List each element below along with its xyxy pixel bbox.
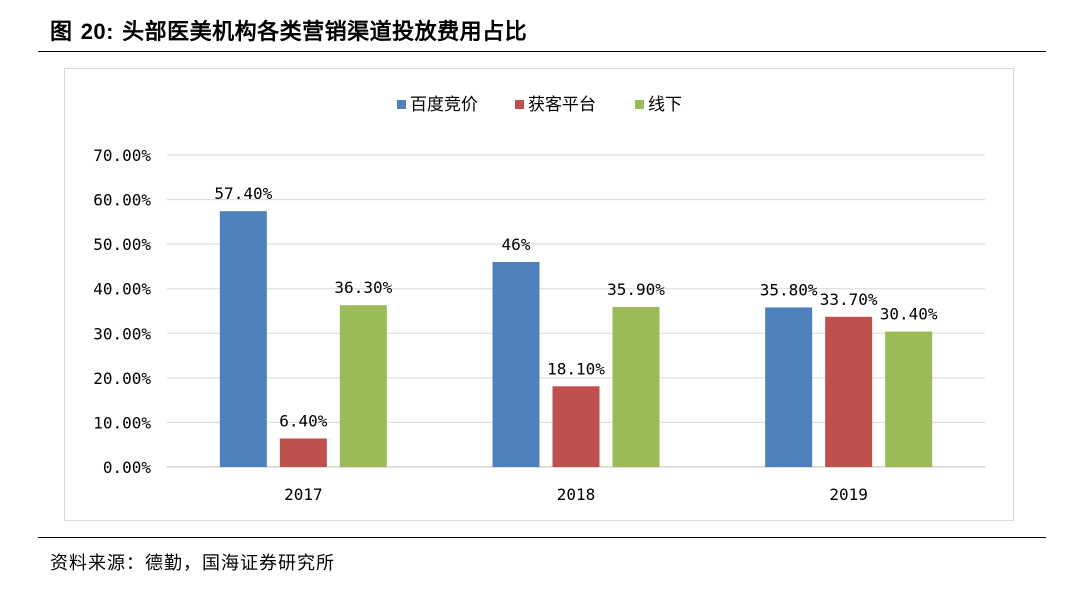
source-note: 资料来源：德勤，国海证券研究所 [50,553,335,574]
figure-number: 20: [80,19,114,44]
data-label: 46% [502,235,531,254]
y-tick-label: 50.00% [93,235,151,254]
legend-swatch [397,100,406,109]
legend-label: 获客平台 [528,95,596,115]
y-tick-label: 0.00% [103,458,152,477]
legend-swatch [515,100,524,109]
data-label: 33.70% [820,290,878,309]
data-label: 18.10% [547,359,605,378]
x-tick-label: 2019 [829,485,868,504]
figure-title-text: 头部医美机构各类营销渠道投放费用占比 [122,20,528,45]
data-label: 30.40% [880,305,938,324]
bar [492,261,540,467]
data-label: 57.40% [214,184,272,203]
x-tick-label: 2017 [284,485,323,504]
bar [765,307,813,467]
legend-label: 百度竞价 [410,95,478,115]
bar-chart: 0.00% 10.00% 20.00% 30.00% 40.00% 50.00% 60.00… [93,95,985,504]
y-tick-label: 30.00% [93,324,151,343]
figure-prefix: 图 [50,20,73,45]
legend-label: 线下 [648,95,682,115]
bar [885,331,933,467]
y-tick-label: 70.00% [93,146,151,165]
figure-title: 图 20: 头部医美机构各类营销渠道投放费用占比 [50,14,527,46]
data-label: 35.80% [760,280,818,299]
data-label: 6.40% [279,411,328,430]
top-rule [38,51,1046,52]
bar [825,316,873,467]
bar [339,305,387,467]
bar [612,306,660,467]
y-tick-label: 10.00% [93,413,151,432]
legend-swatch [635,100,644,109]
y-tick-label: 60.00% [93,191,151,210]
y-tick-label: 20.00% [93,369,151,388]
bottom-rule [38,537,1046,538]
data-label: 36.30% [334,278,392,297]
chart-frame: 0.00% 10.00% 20.00% 30.00% 40.00% 50.00% 60.00… [64,68,1014,521]
bar [219,211,267,467]
y-tick-label: 40.00% [93,280,151,299]
data-label: 35.90% [607,280,665,299]
x-tick-label: 2018 [557,485,596,504]
bar [279,438,327,467]
bar [552,386,600,467]
